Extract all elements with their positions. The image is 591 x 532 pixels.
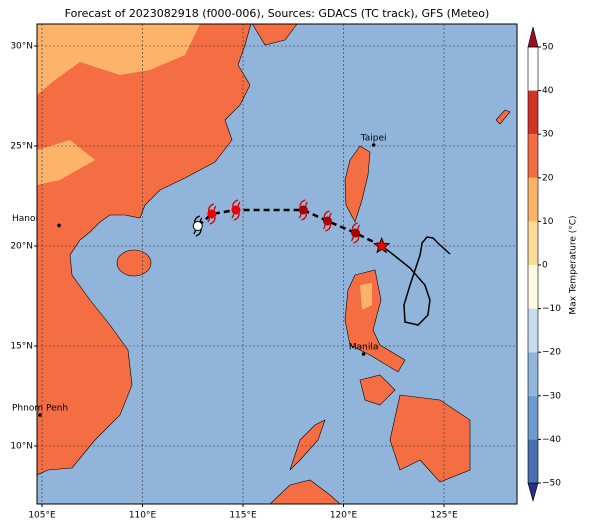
colorbar-label: Max Temperature (°C) [569, 215, 579, 314]
land-mindanao [389, 394, 471, 483]
colorbar-segment [528, 352, 538, 396]
land-taiwan [344, 145, 371, 223]
city-label: Hanoi [12, 214, 38, 224]
colorbar-segment [528, 90, 538, 135]
land-light [360, 283, 372, 310]
land-luzon [344, 269, 406, 373]
land-mainland [37, 24, 252, 476]
lat-tick-label: 20°N [10, 242, 33, 252]
lat-tick-label: 30°N [10, 42, 33, 52]
lat-tick-label: 25°N [10, 142, 33, 152]
forecast-point [207, 209, 217, 219]
colorbar-tick-label: −30 [542, 391, 561, 401]
lon-tick-label: 105°E [28, 511, 56, 521]
city-label: Manila [349, 343, 379, 353]
colorbar-arrow [527, 482, 539, 503]
colorbar-segment [528, 395, 538, 440]
colorbar-segment [528, 221, 538, 265]
city-dot [371, 143, 376, 147]
current-position [373, 236, 391, 254]
colorbar-tick-label: 0 [542, 261, 548, 271]
map-title: Forecast of 2023082918 (f000-006), Sourc… [65, 7, 490, 20]
colorbar-arrow [527, 26, 539, 48]
land-light [37, 24, 200, 95]
colorbar-tick-label: 40 [542, 86, 554, 96]
forecast-point [231, 205, 241, 215]
colorbar-tick-label: −10 [542, 304, 561, 314]
city-dot [38, 413, 42, 417]
colorbar-tick-label: −50 [542, 479, 561, 489]
map-area [37, 24, 517, 504]
colorbar-segment [528, 134, 538, 178]
lat-tick-label: 15°N [10, 342, 33, 352]
colorbar-tick-label: 10 [542, 217, 554, 227]
colorbar-segment [528, 265, 538, 309]
land-hainan [116, 249, 152, 277]
land-visayas [359, 374, 396, 406]
city-dot [57, 223, 61, 228]
past-track [381, 236, 451, 326]
forecast-point [351, 228, 361, 238]
lon-tick-label: 110°E [129, 511, 157, 521]
land-borneo [269, 479, 341, 504]
colorbar-segment [528, 177, 538, 222]
colorbar-tick-label: 50 [542, 43, 554, 53]
map-frame [36, 23, 518, 505]
city-dot [361, 352, 366, 356]
colorbar-tick-label: −40 [542, 435, 561, 445]
colorbar-tick-label: −20 [542, 348, 561, 358]
land-korea-coast [252, 24, 298, 46]
colorbar-segment [528, 439, 538, 483]
forecast-point [322, 216, 332, 226]
city-label: Phnom Penh [12, 404, 68, 414]
tracks [38, 143, 451, 417]
lon-tick-label: 125°E [430, 511, 458, 521]
colorbar-tick-label: 30 [542, 130, 554, 140]
land-ryukyu [495, 109, 511, 125]
forecast-point [298, 205, 308, 215]
city-label: Taipei [360, 134, 387, 144]
lat-tick-label: 10°N [10, 442, 33, 452]
land-palawan [289, 419, 326, 471]
grid [37, 24, 517, 504]
colorbar-segment [528, 308, 538, 353]
lon-tick-label: 115°E [229, 511, 257, 521]
lon-tick-label: 120°E [330, 511, 358, 521]
colorbar-tick-label: 20 [542, 173, 554, 183]
colorbar: −50 −40 −30 −20 −10 0 10 20 30 40 50 Max Temperatur… [527, 26, 579, 503]
forecast-point [192, 221, 203, 231]
land-light [37, 140, 95, 185]
